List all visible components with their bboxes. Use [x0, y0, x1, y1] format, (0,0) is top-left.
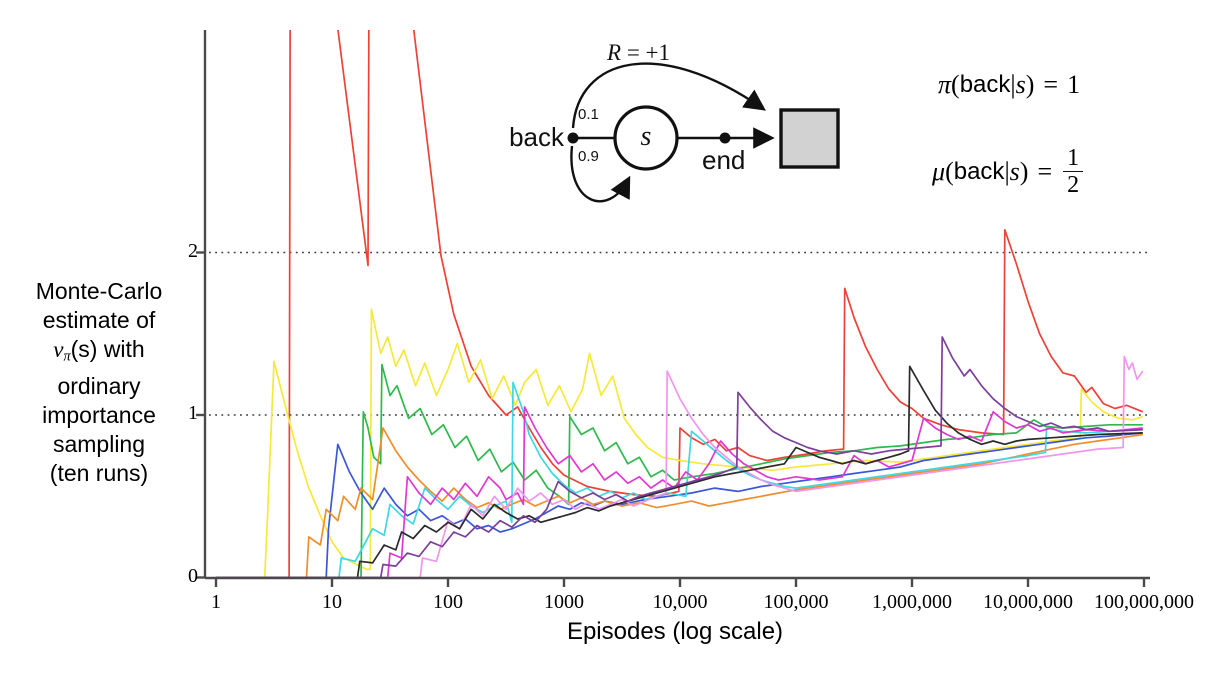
probability-0.1-label: 0.1	[578, 106, 599, 123]
x-tick-label-10: 10	[322, 591, 342, 613]
self-loop-arc	[570, 145, 631, 203]
y-axis-label-line: Monte-Carlo	[35, 278, 163, 304]
y-axis-tick-labels: 0 1 2	[160, 0, 198, 683]
y-axis-label-line-math: vπ(s) with	[0, 335, 198, 372]
x-tick-label-1000: 1000	[544, 591, 584, 613]
y-axis-label-line: ordinary	[57, 372, 141, 399]
series-run-red	[216, 30, 1144, 579]
back-action-label: back	[509, 122, 564, 152]
target-policy-equation: π(back | s) = 1	[938, 70, 1080, 100]
equals: =	[1037, 157, 1053, 187]
reward-symbol: R	[607, 40, 622, 65]
x-tick-label-100: 100	[433, 591, 463, 613]
reward-label: R = +1	[607, 40, 670, 66]
bar: |	[1010, 70, 1016, 99]
back-action-dot	[567, 132, 579, 144]
policy-subscript: π	[63, 348, 71, 365]
probability-0.9-label: 0.9	[578, 148, 599, 165]
x-tick-label-1,000,000: 1,000,000	[872, 591, 952, 613]
series-run-purple	[216, 336, 1143, 579]
reward-value: = +1	[621, 40, 671, 65]
value-symbol: v	[53, 337, 64, 362]
back-token: back	[953, 158, 1005, 186]
x-axis-tick-labels: 1 10 100 1000 10,000 100,000 1,000,000 10,000,0…	[0, 591, 1216, 617]
state-token: s	[1009, 157, 1020, 187]
numerator: 1	[1067, 145, 1080, 171]
y-tick-label-0: 0	[188, 564, 198, 587]
state-node	[613, 105, 679, 171]
x-tick-label-100,000: 100,000	[763, 591, 829, 613]
paren: )	[1019, 157, 1029, 187]
equals: =	[1043, 70, 1059, 99]
pi-symbol: π	[938, 70, 952, 99]
mu-symbol: μ	[932, 157, 946, 187]
y-tick-label-2: 2	[188, 239, 198, 262]
reward-arc-to-terminal	[571, 62, 766, 129]
series-run-green	[216, 363, 1143, 579]
value: 1	[1067, 70, 1081, 99]
x-tick-label-1: 1	[211, 591, 221, 613]
series-run-violet	[216, 355, 1144, 579]
end-action-label: end	[702, 145, 746, 175]
x-tick-label-10,000,000: 10,000,000	[983, 591, 1073, 613]
denominator: 2	[1063, 171, 1084, 198]
series-run-orange	[216, 427, 1143, 579]
y-axis-label-line: estimate of	[42, 307, 156, 333]
y-axis-label-rest: (s) with	[70, 336, 145, 362]
paren: (	[951, 70, 960, 99]
y-tick-label-1: 1	[188, 402, 198, 424]
y-axis-label: Monte-Carlo estimate of vπ(s) with ordin…	[0, 277, 198, 488]
bar: |	[1004, 157, 1010, 187]
end-action-dot	[719, 132, 731, 144]
paren: )	[1025, 70, 1035, 99]
back-token: back	[959, 71, 1011, 98]
x-tick-label-100,000,000: 100,000,000	[1094, 591, 1194, 613]
y-axis-label-line: (ten runs)	[49, 459, 149, 486]
behavior-policy-equation: μ(back | s) = 1 2	[932, 145, 1084, 198]
series-run-magenta	[216, 406, 1143, 579]
series-run-yellow	[216, 308, 1144, 579]
series-run-black	[216, 365, 1143, 579]
state-label: s	[640, 121, 652, 152]
x-tick-label-10,000: 10,000	[652, 591, 708, 613]
series-run-blue	[216, 432, 1143, 579]
x-axis-label: Episodes (log scale)	[566, 618, 784, 645]
terminal-square	[779, 108, 840, 169]
paren: (	[945, 157, 954, 187]
y-axis-label-line: sampling	[52, 430, 146, 457]
state-token: s	[1015, 70, 1026, 99]
mdp-diagram	[567, 62, 840, 203]
y-axis-label-line: importance	[42, 401, 156, 428]
